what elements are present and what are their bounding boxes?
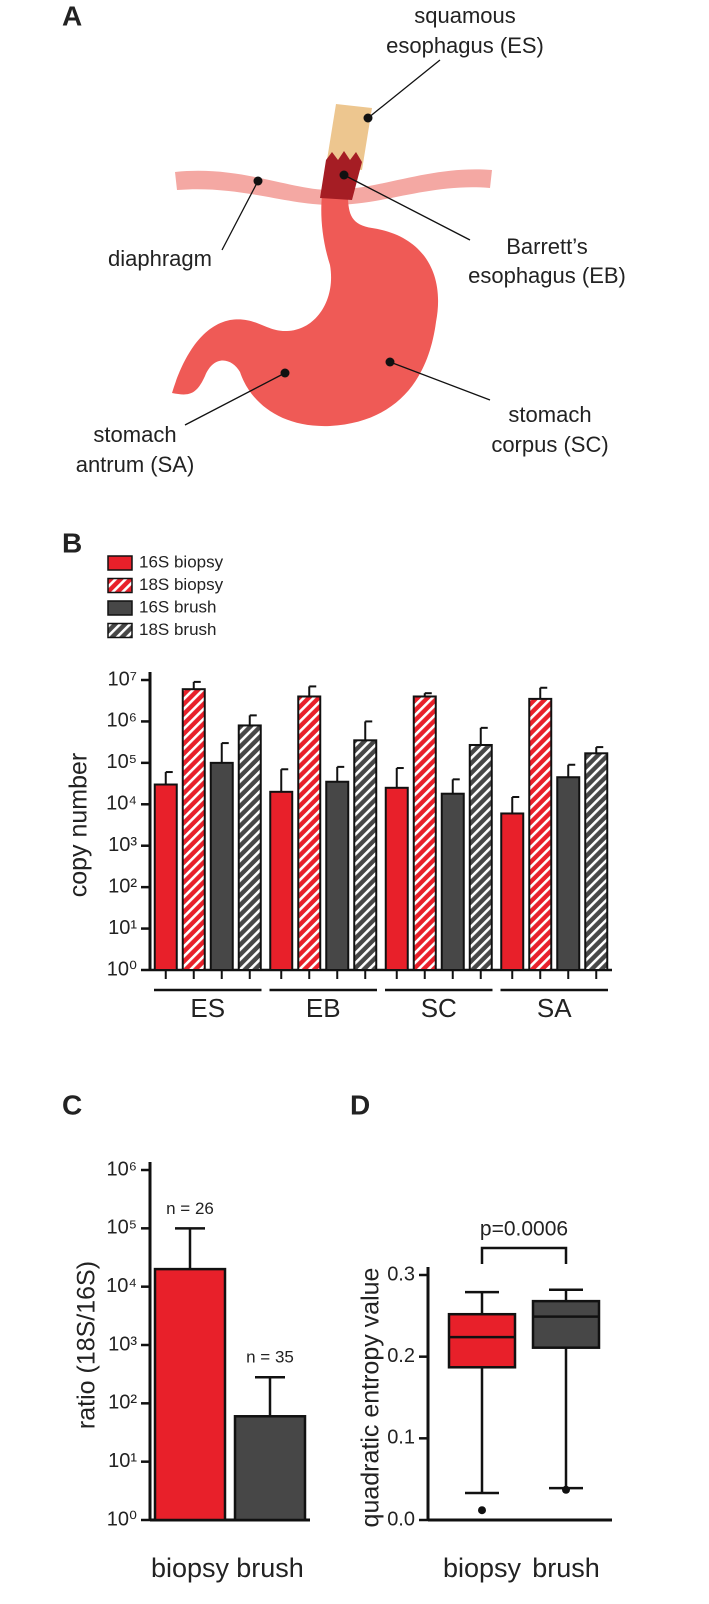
diagram-label: squamous — [414, 3, 516, 28]
anatomy-diagram: squamous esophagus (ES) Barrett’s esopha… — [76, 3, 626, 477]
leader-line — [343, 174, 471, 241]
y-tick-label: 10⁶ — [107, 1158, 137, 1180]
y-tick-label: 10⁶ — [107, 710, 137, 732]
bar — [584, 752, 609, 972]
outlier — [562, 1485, 570, 1494]
y-axis-label: ratio (18S/16S) — [73, 1261, 101, 1429]
panel-label: D — [350, 1089, 370, 1120]
y-axis-label: copy number — [65, 753, 93, 898]
bar — [468, 743, 493, 971]
diagram-label: stomach — [508, 402, 591, 427]
y-tick-label: 10⁵ — [106, 1217, 137, 1239]
legend-label: 16S brush — [139, 597, 217, 616]
x-tick-label: SA — [537, 993, 572, 1023]
leader-dot — [385, 357, 395, 367]
leader-dot — [253, 176, 263, 186]
y-tick-label: 10⁰ — [107, 1508, 137, 1530]
bar — [500, 812, 525, 971]
box — [447, 1312, 517, 1369]
bar-annotation: n = 35 — [246, 1348, 294, 1367]
box — [531, 1299, 601, 1349]
leader-dot — [339, 170, 349, 180]
y-tick-label: 0.2 — [387, 1345, 415, 1367]
diagram-label: stomach — [93, 422, 176, 447]
y-tick-label: 0.3 — [387, 1263, 415, 1285]
y-tick-label: 10³ — [108, 834, 137, 856]
legend-label: 18S brush — [139, 620, 217, 639]
stomach-shape — [172, 195, 439, 427]
outlier — [478, 1506, 486, 1515]
chart: 10⁰ 10¹ 10² 10³ 10⁴ 10⁵ 10⁶ ratio (18S/16S) n = … — [73, 1158, 310, 1583]
bar — [269, 790, 294, 971]
x-tick-label: brush — [532, 1553, 600, 1583]
bar — [384, 786, 409, 971]
y-tick-label: 10⁴ — [106, 793, 137, 815]
bar — [325, 780, 350, 971]
y-tick-label: 10² — [108, 875, 137, 897]
y-tick-label: 0.1 — [387, 1427, 415, 1449]
y-tick-label: 10⁴ — [106, 1275, 137, 1297]
diagram-label: diaphragm — [108, 246, 212, 271]
bar — [528, 697, 553, 971]
chart: 10⁰ 10¹ 10² 10³ 10⁴ 10⁵ 10⁶ 10⁷ copy number ES EB S… — [65, 552, 612, 1023]
bar — [237, 724, 262, 971]
y-tick-label: 10⁵ — [106, 751, 137, 773]
y-tick-label: 10⁰ — [107, 958, 137, 980]
squamous-esophagus-shape — [326, 104, 372, 170]
bar — [412, 695, 437, 971]
leader-dot — [363, 113, 373, 123]
bar — [153, 783, 178, 972]
x-tick-label: SC — [421, 993, 457, 1023]
leader-dot — [280, 368, 290, 378]
diagram-label: Barrett’s — [506, 234, 588, 259]
y-axis-label: quadratic entropy value — [357, 1268, 385, 1528]
significance-label: p=0.0006 — [480, 1218, 568, 1241]
bar — [353, 739, 378, 972]
x-tick-label: EB — [306, 993, 341, 1023]
significance-bracket — [480, 1246, 568, 1264]
leader-line — [367, 59, 441, 119]
bar — [153, 1267, 227, 1522]
diagram-label: corpus (SC) — [491, 432, 608, 457]
x-tick-label: biopsy — [443, 1553, 522, 1583]
y-tick-label: 10² — [108, 1392, 137, 1414]
bar-annotation: n = 26 — [166, 1199, 214, 1218]
bar — [440, 792, 465, 971]
diagram-label: antrum (SA) — [76, 452, 195, 477]
diagram-label: esophagus (EB) — [468, 263, 626, 288]
legend-swatch — [107, 600, 133, 616]
legend-swatch — [107, 577, 133, 594]
y-tick-label: 10³ — [108, 1333, 137, 1355]
y-tick-label: 0.0 — [387, 1508, 415, 1530]
bar — [297, 695, 322, 971]
panel-label: B — [62, 527, 82, 558]
panel-label: A — [62, 0, 82, 31]
x-tick-label: ES — [190, 993, 225, 1023]
legend-swatch — [107, 555, 133, 571]
bar — [209, 761, 234, 971]
diaphragm-shape — [175, 169, 492, 205]
y-tick-label: 10¹ — [108, 1450, 137, 1472]
legend-swatch — [107, 622, 133, 639]
x-tick-label: brush — [236, 1553, 304, 1583]
leader-line — [184, 372, 286, 426]
diagram-label: esophagus (ES) — [386, 33, 544, 58]
legend-label: 18S biopsy — [139, 575, 224, 594]
legend-label: 16S biopsy — [139, 552, 224, 571]
x-tick-label: biopsy — [151, 1553, 230, 1583]
leader-line — [221, 180, 259, 251]
y-tick-label: 10¹ — [108, 917, 137, 939]
panel-label: C — [62, 1089, 82, 1120]
bar — [181, 688, 206, 971]
y-tick-label: 10⁷ — [108, 668, 137, 690]
bar — [556, 776, 581, 971]
leader-line — [389, 361, 491, 401]
bar — [233, 1415, 307, 1522]
